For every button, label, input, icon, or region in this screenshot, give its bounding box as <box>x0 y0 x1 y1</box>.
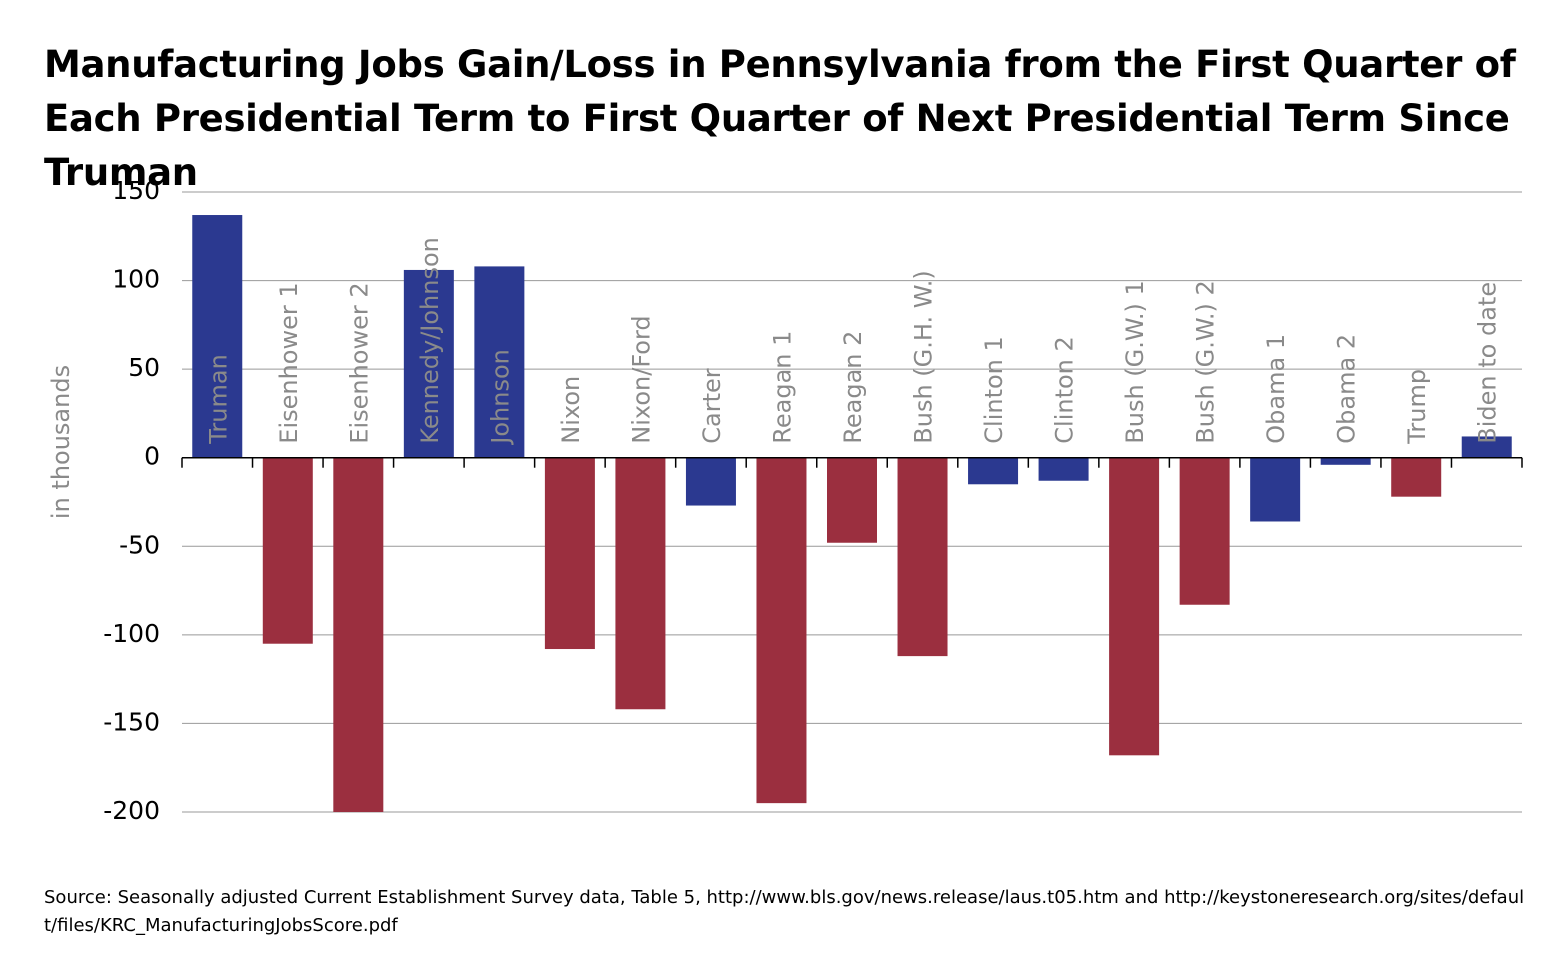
x-tick-label: Clinton 2 <box>1051 336 1079 444</box>
y-axis-label: in thousands <box>47 365 75 519</box>
bar <box>333 457 384 812</box>
y-tick-label: 150 <box>112 176 160 205</box>
x-tick-label: Carter <box>698 368 726 444</box>
x-tick-label: Obama 2 <box>1333 334 1361 444</box>
bar <box>1391 457 1442 497</box>
x-tick-label: Bush (G.W.) 1 <box>1121 280 1149 443</box>
bar <box>474 266 525 458</box>
x-tick-label: Kennedy/Johnson <box>416 237 444 444</box>
x-tick-label: Truman <box>204 354 232 445</box>
bar <box>685 457 736 506</box>
source-note: Source: Seasonally adjusted Current Esta… <box>44 887 1525 936</box>
x-tick-label: Eisenhower 2 <box>345 282 373 443</box>
x-tick-label: Nixon/Ford <box>627 315 655 443</box>
x-tick-label: Reagan 2 <box>839 331 867 444</box>
bar <box>403 269 454 458</box>
x-tick-label: Biden to date <box>1474 282 1502 444</box>
bar <box>1179 457 1230 605</box>
bar <box>192 215 243 458</box>
bar <box>968 457 1019 485</box>
x-tick-label: Reagan 1 <box>768 331 796 444</box>
bar <box>262 457 313 644</box>
bar <box>1250 457 1301 522</box>
x-tick-label: Bush (G.W.) 2 <box>1192 280 1220 443</box>
y-tick-label: -100 <box>103 619 160 648</box>
bar <box>756 457 807 804</box>
x-tick-label: Obama 1 <box>1262 334 1290 444</box>
bar <box>615 457 666 710</box>
x-tick-label: Trump <box>1403 369 1431 445</box>
bar <box>1109 457 1160 756</box>
x-tick-label: Bush (G.H. W.) <box>910 270 938 443</box>
y-tick-label: -50 <box>119 530 160 559</box>
y-tick-label: -150 <box>103 707 160 736</box>
chart-title: Manufacturing Jobs Gain/Loss in Pennsylv… <box>44 43 1516 194</box>
x-tick-label: Johnson <box>486 349 514 446</box>
bar <box>1320 457 1371 465</box>
bar <box>1461 436 1512 458</box>
bar <box>544 457 595 650</box>
y-tick-label: 100 <box>112 265 160 294</box>
y-tick-label: 0 <box>144 442 160 471</box>
bar <box>897 457 948 657</box>
x-tick-label: Clinton 1 <box>980 336 1008 444</box>
bar <box>1038 457 1089 481</box>
x-tick-label: Eisenhower 1 <box>275 282 303 443</box>
y-tick-label: -200 <box>103 796 160 825</box>
bar <box>827 457 877 543</box>
y-tick-label: 50 <box>128 353 160 382</box>
x-tick-label: Nixon <box>557 376 585 444</box>
